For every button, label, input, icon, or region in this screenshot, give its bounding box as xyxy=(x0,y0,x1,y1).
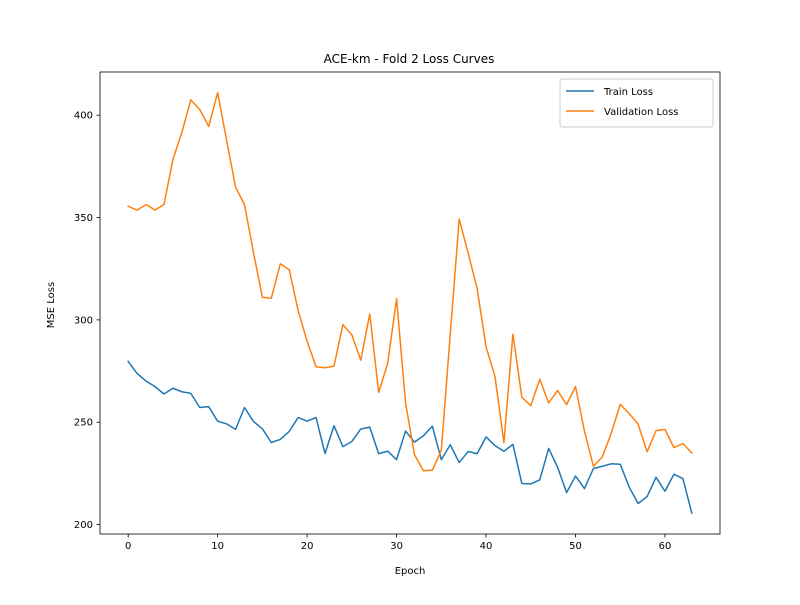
y-tick-label: 300 xyxy=(74,315,93,326)
y-axis-label: MSE Loss xyxy=(46,282,57,328)
x-tick-label: 60 xyxy=(659,541,672,552)
x-tick-label: 50 xyxy=(569,541,582,552)
y-tick-label: 400 xyxy=(74,111,93,122)
x-tick-label: 20 xyxy=(301,541,314,552)
y-tick-label: 200 xyxy=(74,520,93,531)
x-tick-label: 30 xyxy=(390,541,403,552)
x-tick-label: 10 xyxy=(211,541,224,552)
legend-box xyxy=(559,78,714,128)
y-tick-label: 350 xyxy=(74,213,93,224)
plot-area: 0 10 20 30 40 50 60 200 250 300 350 400 Train Loss Va… xyxy=(74,71,721,552)
legend-label-train-loss: Train Loss xyxy=(603,87,653,98)
chart-title: ACE-km - Fold 2 Loss Curves xyxy=(324,52,495,66)
y-tick-label: 250 xyxy=(74,418,93,429)
x-tick-label: 40 xyxy=(480,541,493,552)
x-tick-label: 0 xyxy=(125,541,131,552)
series-line-train-loss xyxy=(127,360,693,515)
series-line-validation-loss xyxy=(127,91,693,472)
x-axis-label: Epoch xyxy=(395,566,426,577)
axes-frame xyxy=(99,71,721,535)
legend-label-validation-loss: Validation Loss xyxy=(604,107,679,118)
